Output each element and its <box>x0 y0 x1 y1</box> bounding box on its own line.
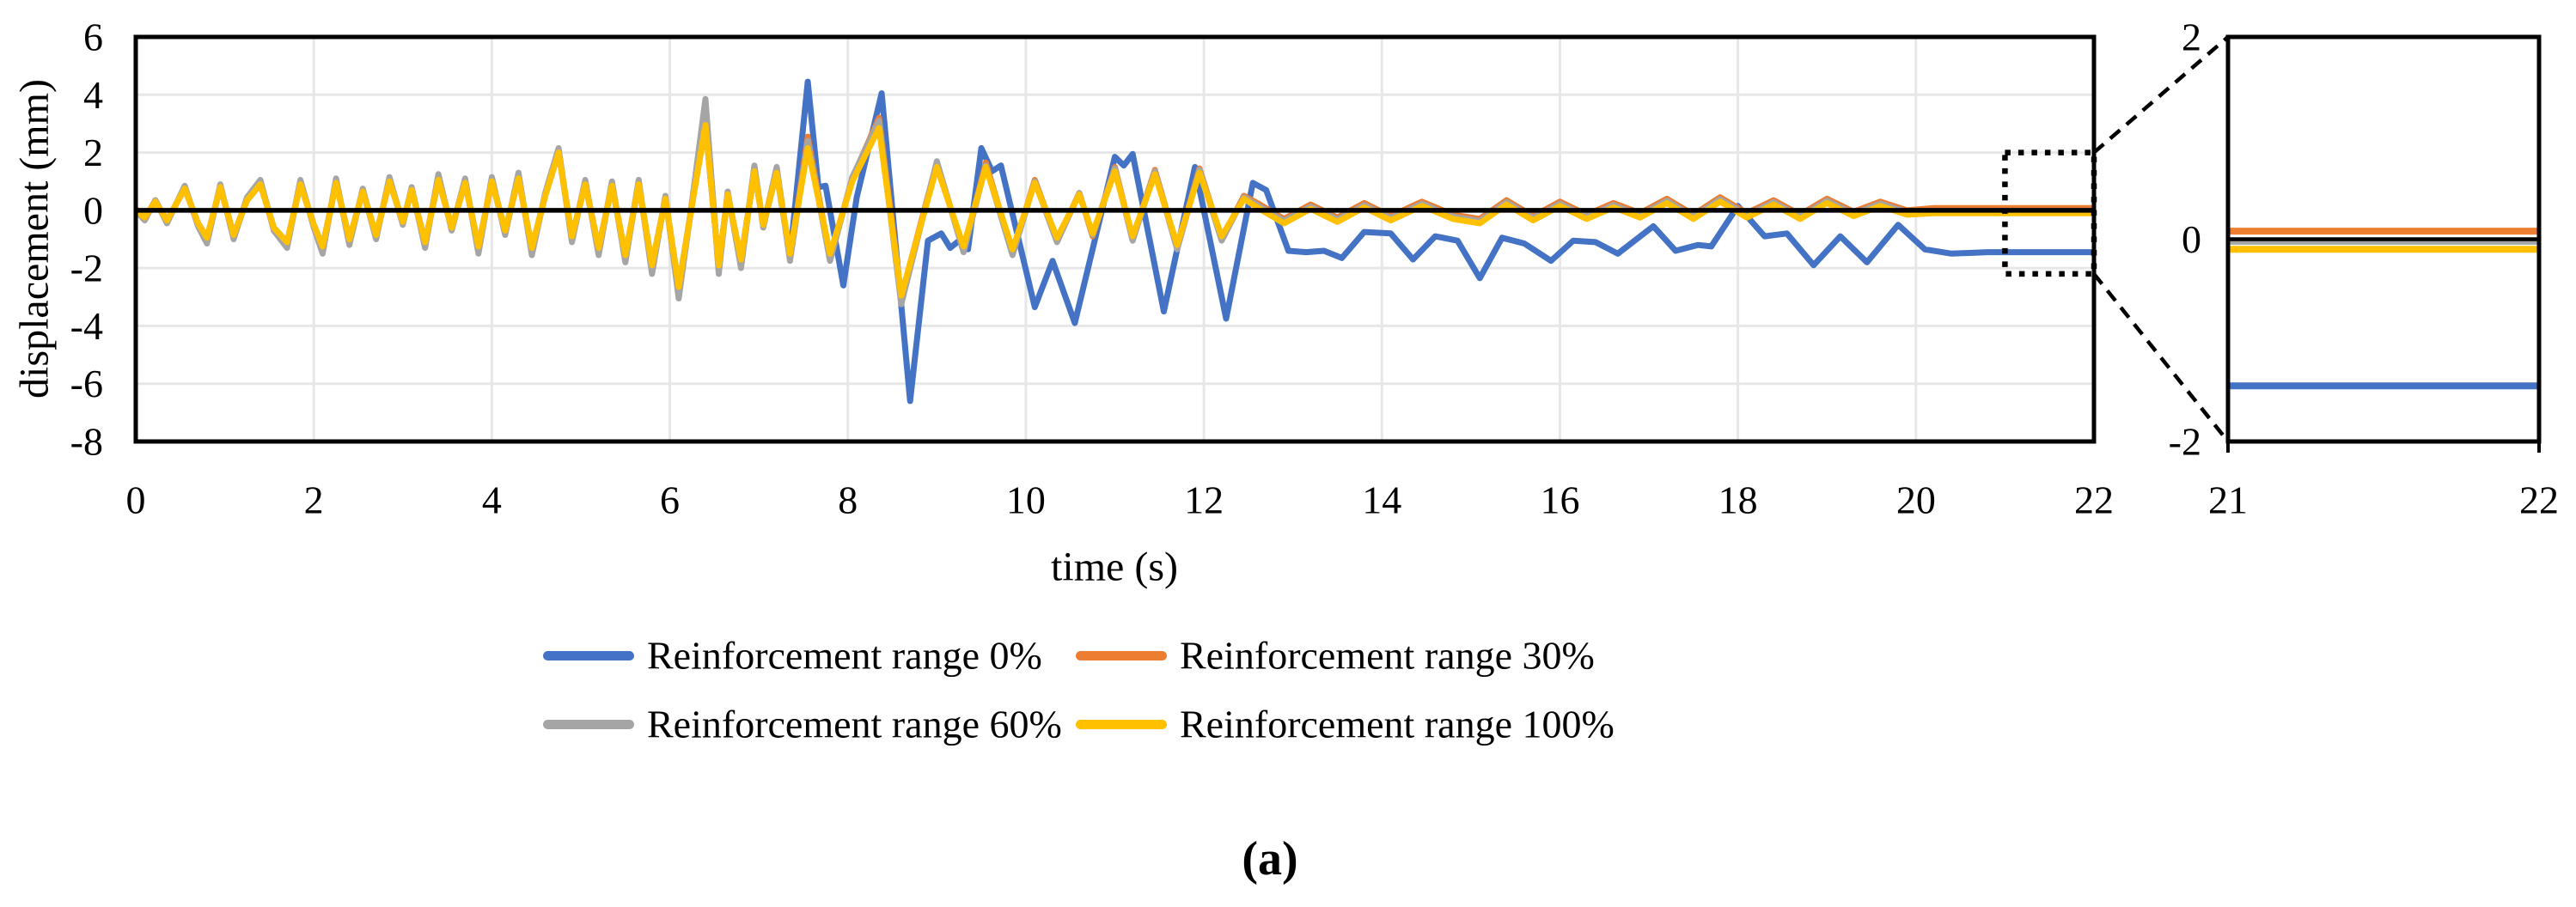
inset-x-tick-label: 22 <box>2519 478 2559 522</box>
y-axis-title: displacement (mm) <box>11 79 58 399</box>
x-tick-label: 10 <box>1006 478 1046 522</box>
y-tick-label: 2 <box>83 131 103 174</box>
inset-y-tick-label: 0 <box>2182 217 2201 261</box>
y-tick-label: 0 <box>83 188 103 232</box>
x-axis-title: time (s) <box>1051 544 1178 590</box>
series-line-0 <box>136 78 2094 405</box>
zoom-connector-top <box>2092 35 2230 155</box>
x-tick-label: 8 <box>838 478 858 522</box>
y-tick-label: -4 <box>70 304 103 348</box>
y-tick-label: 4 <box>83 73 103 117</box>
x-tick-label: 6 <box>660 478 680 522</box>
y-tick-label: -2 <box>70 247 103 290</box>
x-tick-label: 4 <box>482 478 502 522</box>
x-tick-label: 2 <box>304 478 324 522</box>
series-line-2 <box>136 95 2094 307</box>
x-tick-label: 20 <box>1896 478 1936 522</box>
y-tick-label: -6 <box>70 362 103 405</box>
main-series-group <box>136 78 2094 405</box>
inset-series-line-1 <box>2228 228 2539 235</box>
zoom-region-box <box>2002 149 2097 277</box>
x-tick-label: 14 <box>1362 478 1401 522</box>
inset-y-tick-label: 2 <box>2182 15 2201 59</box>
inset-x-tick-label: 21 <box>2208 478 2248 522</box>
x-tick-label: 18 <box>1718 478 1758 522</box>
x-tick-label: 0 <box>126 478 146 522</box>
inset-plot-border <box>2225 34 2542 444</box>
y-tick-label: 6 <box>83 15 103 59</box>
x-tick-label: 12 <box>1184 478 1224 522</box>
zoom-connector-bottom <box>2092 272 2230 443</box>
inset-series-line-2 <box>2228 237 2539 245</box>
x-tick-label: 16 <box>1540 478 1579 522</box>
inset-y-tick-label: -2 <box>2169 420 2201 464</box>
x-tick-label: 22 <box>2074 478 2114 522</box>
y-tick-label: -8 <box>70 420 103 464</box>
figure-caption: (a) <box>1242 832 1298 886</box>
